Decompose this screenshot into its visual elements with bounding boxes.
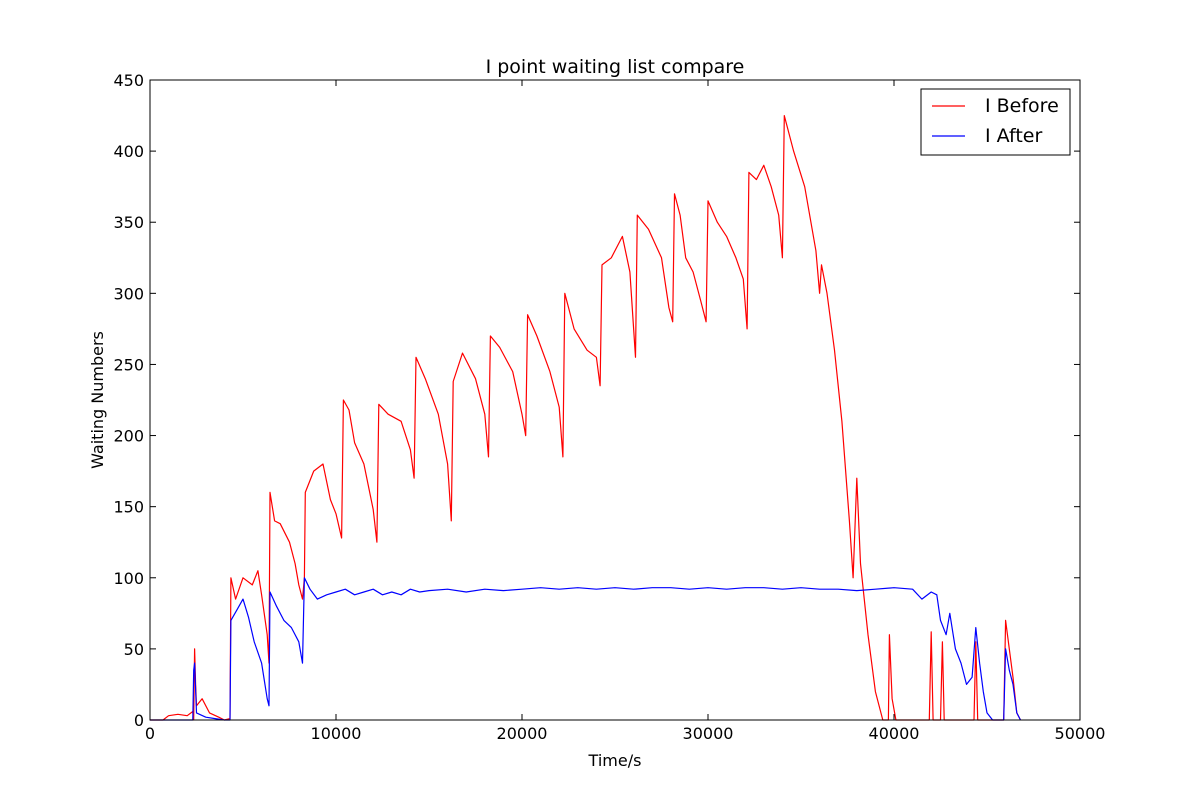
plot-frame bbox=[149, 79, 1081, 721]
y-tick-label: 0 bbox=[134, 711, 144, 730]
x-axis-label: Time/s bbox=[588, 751, 642, 770]
x-tick-label: 30000 bbox=[683, 724, 734, 743]
plot-marks bbox=[150, 115, 1022, 721]
y-tick-label: 50 bbox=[124, 640, 144, 659]
y-tick-label: 350 bbox=[113, 213, 144, 232]
x-tick-label: 0 bbox=[145, 724, 155, 743]
series-line-after bbox=[150, 577, 1022, 721]
y-tick-label: 250 bbox=[113, 355, 144, 374]
x-tick-label: 20000 bbox=[497, 724, 548, 743]
legend-label-after: I After bbox=[985, 125, 1042, 147]
x-tick-label: 10000 bbox=[311, 724, 362, 743]
axes: 0 10000 20000 30000 40000 50000 0 50 100 150 200 25… bbox=[113, 71, 1105, 743]
legend: I Before I After bbox=[920, 88, 1071, 156]
y-tick-label: 300 bbox=[113, 284, 144, 303]
x-tick-label: 50000 bbox=[1055, 724, 1106, 743]
y-tick-label: 450 bbox=[113, 71, 144, 90]
legend-box bbox=[920, 88, 1071, 156]
x-tick-label: 40000 bbox=[869, 724, 920, 743]
y-tick-label: 150 bbox=[113, 498, 144, 517]
y-tick-label: 100 bbox=[113, 569, 144, 588]
y-axis-label: Waiting Numbers bbox=[88, 331, 107, 469]
chart-title: I point waiting list compare bbox=[486, 56, 745, 78]
legend-label-before: I Before bbox=[985, 95, 1059, 117]
y-tick-label: 200 bbox=[113, 427, 144, 446]
series-line-before bbox=[150, 115, 1022, 721]
y-tick-label: 400 bbox=[113, 142, 144, 161]
